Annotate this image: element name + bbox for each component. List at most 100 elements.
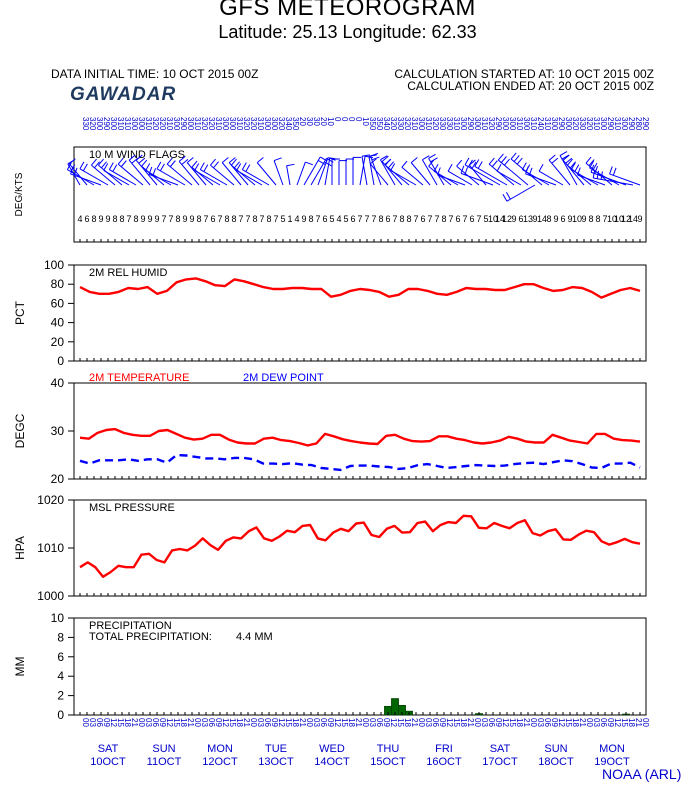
barb-flag [422, 155, 430, 161]
barb-dir-label: 300 [130, 117, 139, 131]
barb-staff [178, 161, 200, 186]
hour-label: 06 [543, 718, 552, 727]
barb-dir-label: 310 [480, 117, 489, 131]
barb-dir-label: 300 [459, 117, 468, 131]
barb-staff [98, 164, 123, 186]
barb-flag [128, 154, 136, 161]
barb-flag [600, 171, 603, 180]
barb-speed-label: 6 [455, 214, 460, 224]
wind-barb [609, 166, 641, 186]
barb-flag [594, 165, 599, 174]
barb-dir-label: 300 [95, 117, 104, 131]
barb-dir-label: 300 [270, 117, 279, 131]
barb-speed-label: 10 [572, 214, 582, 224]
hour-label: 09 [382, 718, 391, 727]
y-tick-label: 8 [57, 630, 64, 644]
barb-flag [186, 157, 194, 164]
hour-label: 12 [389, 718, 398, 727]
day-weekday: SAT [98, 743, 119, 755]
barb-staff [256, 162, 277, 186]
barb-flag [585, 156, 592, 164]
barb-dir-label: 280 [634, 117, 643, 131]
barb-staff [464, 164, 501, 186]
hour-label: 06 [431, 718, 440, 727]
barb-flag [548, 154, 556, 161]
barb-staff [496, 170, 522, 186]
barb-dir-label: 350 [368, 117, 377, 131]
barb-flag [401, 160, 408, 168]
barb-staff [447, 170, 473, 186]
wind-barb [352, 156, 361, 185]
hour-label: 21 [466, 718, 475, 727]
barb-staff [286, 165, 291, 186]
day-date: 12OCT [202, 756, 238, 768]
barb-speed-label: 10 [614, 214, 624, 224]
initial-time-label: DATA INITIAL TIME: 10 OCT 2015 00Z [51, 67, 259, 81]
barb-dir-label: 10 [326, 117, 335, 126]
barb-flag [156, 161, 162, 170]
barb-dir-label: 0 [354, 117, 363, 122]
barb-speed-label: 7 [371, 214, 376, 224]
barb-staff [156, 168, 186, 186]
wind-barb [286, 163, 295, 186]
barb-speed-label: 6 [560, 214, 565, 224]
barb-dir-label: 310 [235, 117, 244, 131]
y-tick-label: 100 [44, 258, 64, 272]
barb-dir-label: 310 [613, 117, 622, 131]
wind-barb [510, 152, 543, 186]
hour-label: 15 [284, 718, 293, 727]
barb-dir-label: 340 [284, 117, 293, 131]
barb-flag [496, 164, 502, 172]
hour-label: 21 [298, 718, 307, 727]
barb-speed-label: 13 [523, 214, 533, 224]
barb-staff [497, 159, 529, 186]
hour-label: 18 [403, 718, 412, 727]
barb-flag [101, 161, 107, 169]
barb-dir-label: 290 [606, 117, 615, 131]
barb-flag [521, 162, 527, 170]
barb-speed-label: 8 [196, 214, 201, 224]
barb-dir-label: 300 [550, 117, 559, 131]
barb-dir-label: 310 [529, 117, 538, 131]
barb-dir-label: 300 [221, 117, 230, 131]
barb-flag [471, 161, 477, 170]
wind-barb [548, 154, 571, 186]
day-date: 17OCT [482, 756, 518, 768]
barb-flag [236, 163, 242, 171]
barb-speed-label: 7 [259, 214, 264, 224]
barb-dir-label: 310 [424, 117, 433, 131]
hour-label: 03 [536, 718, 545, 727]
pressure-series [79, 514, 641, 578]
barb-dir-label: 320 [487, 117, 496, 131]
barb-flag [324, 161, 332, 167]
barb-flag [82, 163, 88, 172]
barb-speed-label: 9 [532, 214, 537, 224]
barb-flag [152, 168, 157, 177]
barb-dir-label: 320 [403, 117, 412, 131]
barb-staff [296, 161, 306, 186]
barb-staff [538, 170, 564, 186]
day-date: 15OCT [370, 756, 406, 768]
barb-staff [166, 163, 193, 186]
legend-temperature: 2M TEMPERATURE [89, 372, 189, 384]
hour-label: 15 [452, 718, 461, 727]
barb-staff [194, 169, 221, 186]
barb-staff [135, 159, 158, 186]
day-date: 10OCT [90, 756, 126, 768]
barb-staff [231, 164, 256, 186]
barb-flag [213, 161, 219, 169]
barb-flag [370, 152, 379, 157]
barb-dir-label: 330 [81, 117, 90, 131]
barb-flag [525, 166, 529, 175]
barb-staff [148, 173, 179, 186]
barb-flag [428, 153, 436, 159]
hour-label: 21 [578, 718, 587, 727]
day-weekday: THU [377, 743, 400, 755]
barb-speed-label: 8 [588, 214, 593, 224]
hour-label: 06 [319, 718, 328, 727]
hour-label: 06 [263, 718, 272, 727]
barb-dir-label: 300 [417, 117, 426, 131]
barb-flag [317, 159, 326, 165]
barb-flag [574, 164, 580, 172]
barb-dir-label: 310 [193, 117, 202, 131]
